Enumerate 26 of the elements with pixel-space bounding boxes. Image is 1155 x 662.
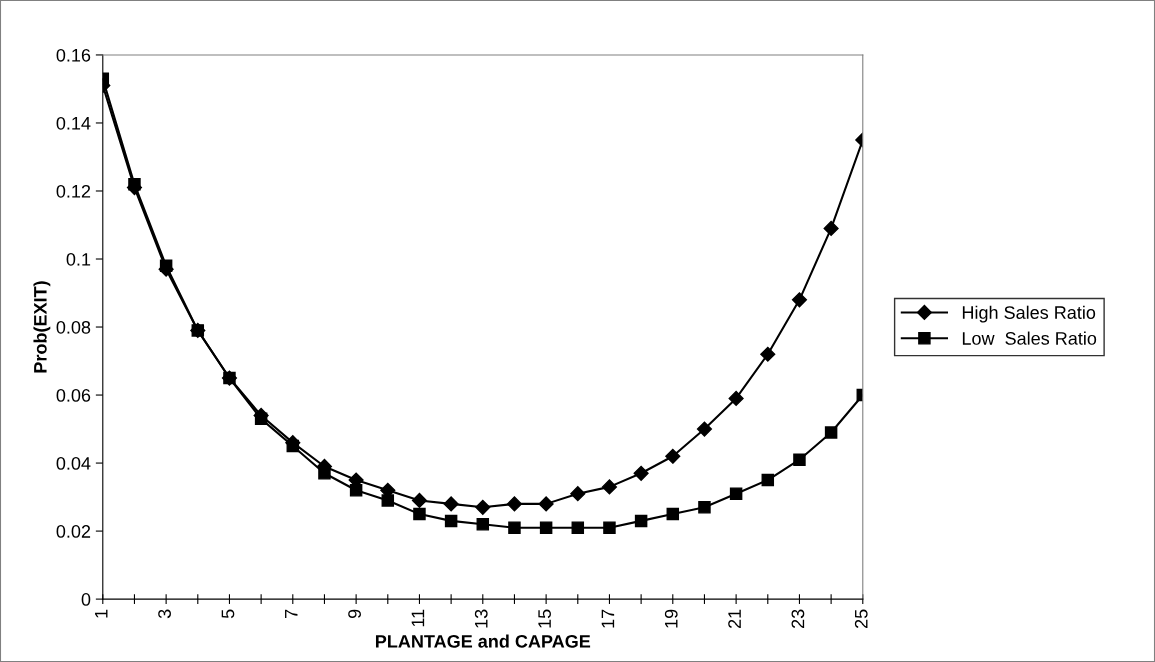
x-tick-label: 19 bbox=[664, 609, 678, 628]
x-tick-label: 3 bbox=[158, 609, 171, 619]
x-tick-label: 21 bbox=[728, 609, 741, 628]
legend-label: Low Sales Ratio bbox=[962, 331, 1097, 345]
x-tick-label: 1 bbox=[95, 609, 108, 618]
y-tick-label: 0.02 bbox=[56, 525, 91, 538]
x-tick-label: 5 bbox=[221, 609, 235, 619]
x-tick-label: 25 bbox=[854, 609, 868, 628]
x-tick-label: 9 bbox=[348, 609, 361, 619]
x-tick-label: 23 bbox=[791, 609, 805, 628]
y-tick-label: 0.1 bbox=[66, 252, 91, 266]
legend-label: High Sales Ratio bbox=[962, 305, 1096, 323]
y-tick-label: 0.12 bbox=[56, 184, 91, 198]
x-tick-label: 15 bbox=[538, 609, 551, 628]
y-tick-label: 0.14 bbox=[56, 116, 91, 130]
y-tick-label: 0.16 bbox=[56, 48, 91, 62]
y-axis-title: Prob(EXIT) bbox=[33, 281, 51, 373]
y-tick-label: 0.06 bbox=[56, 388, 91, 402]
x-tick-label: 17 bbox=[601, 609, 615, 628]
x-tick-label: 13 bbox=[474, 609, 488, 628]
y-tick-label: 0.08 bbox=[56, 320, 91, 334]
y-tick-label: 0 bbox=[81, 593, 91, 606]
y-tick-label: 0.04 bbox=[56, 457, 91, 470]
x-axis-title: PLANTAGE and CAPAGE bbox=[375, 634, 591, 648]
x-tick-label: 7 bbox=[285, 609, 298, 618]
x-tick-label: 11 bbox=[411, 609, 425, 627]
